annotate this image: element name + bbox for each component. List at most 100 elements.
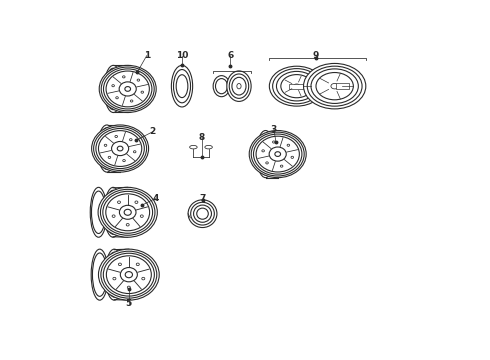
- Ellipse shape: [275, 152, 281, 157]
- Ellipse shape: [272, 141, 275, 143]
- Ellipse shape: [129, 139, 132, 141]
- Ellipse shape: [191, 202, 214, 225]
- Ellipse shape: [291, 156, 294, 158]
- Ellipse shape: [101, 251, 157, 298]
- Ellipse shape: [103, 69, 152, 109]
- Ellipse shape: [249, 131, 306, 177]
- Ellipse shape: [98, 249, 159, 300]
- Ellipse shape: [140, 215, 143, 217]
- Ellipse shape: [136, 263, 139, 266]
- FancyBboxPatch shape: [289, 84, 304, 89]
- Ellipse shape: [256, 131, 275, 177]
- Ellipse shape: [116, 97, 118, 99]
- Ellipse shape: [125, 87, 130, 91]
- Text: 8: 8: [198, 133, 205, 142]
- Ellipse shape: [112, 85, 114, 87]
- Text: 4: 4: [152, 194, 159, 203]
- Ellipse shape: [103, 253, 154, 296]
- Ellipse shape: [113, 277, 116, 280]
- Ellipse shape: [98, 125, 116, 172]
- Ellipse shape: [125, 271, 132, 278]
- Ellipse shape: [92, 191, 105, 234]
- Ellipse shape: [126, 224, 129, 226]
- Ellipse shape: [100, 189, 155, 235]
- Ellipse shape: [90, 187, 107, 237]
- Ellipse shape: [135, 201, 138, 203]
- Text: 7: 7: [199, 194, 206, 203]
- Ellipse shape: [303, 63, 366, 109]
- Ellipse shape: [311, 69, 358, 103]
- Ellipse shape: [119, 82, 136, 96]
- Ellipse shape: [269, 147, 286, 161]
- Ellipse shape: [92, 125, 148, 172]
- Ellipse shape: [106, 194, 149, 231]
- Ellipse shape: [216, 78, 227, 94]
- Ellipse shape: [237, 84, 241, 89]
- Ellipse shape: [122, 76, 125, 78]
- Ellipse shape: [316, 72, 353, 100]
- Ellipse shape: [99, 66, 156, 112]
- Ellipse shape: [118, 201, 121, 203]
- Ellipse shape: [104, 187, 122, 237]
- Text: 6: 6: [227, 51, 233, 60]
- Ellipse shape: [251, 132, 304, 176]
- Ellipse shape: [105, 190, 121, 234]
- Ellipse shape: [105, 68, 122, 110]
- Ellipse shape: [105, 249, 123, 300]
- Text: 3: 3: [271, 125, 277, 134]
- Ellipse shape: [197, 208, 208, 219]
- Ellipse shape: [106, 256, 151, 293]
- Ellipse shape: [205, 145, 212, 149]
- Ellipse shape: [141, 91, 144, 93]
- Ellipse shape: [256, 136, 299, 172]
- Ellipse shape: [120, 205, 136, 219]
- Ellipse shape: [232, 77, 246, 95]
- Text: 1: 1: [144, 51, 150, 60]
- Ellipse shape: [103, 191, 152, 233]
- Ellipse shape: [142, 277, 145, 280]
- Ellipse shape: [133, 151, 136, 153]
- Ellipse shape: [98, 131, 142, 166]
- Ellipse shape: [280, 165, 283, 167]
- Ellipse shape: [104, 144, 107, 147]
- Ellipse shape: [294, 84, 300, 88]
- Text: 5: 5: [126, 299, 132, 308]
- Ellipse shape: [270, 66, 324, 106]
- Ellipse shape: [307, 66, 362, 106]
- Ellipse shape: [104, 66, 122, 112]
- Ellipse shape: [331, 84, 339, 89]
- Ellipse shape: [98, 187, 157, 237]
- Ellipse shape: [287, 144, 290, 146]
- Text: 10: 10: [176, 51, 188, 60]
- Ellipse shape: [281, 75, 313, 98]
- Ellipse shape: [176, 75, 188, 98]
- Ellipse shape: [91, 249, 108, 300]
- Ellipse shape: [124, 209, 131, 215]
- Ellipse shape: [137, 79, 140, 81]
- Ellipse shape: [188, 200, 217, 228]
- Ellipse shape: [115, 135, 118, 138]
- Ellipse shape: [101, 67, 154, 111]
- Ellipse shape: [272, 69, 321, 104]
- Ellipse shape: [127, 286, 130, 289]
- Ellipse shape: [117, 146, 123, 151]
- Ellipse shape: [172, 66, 193, 107]
- Ellipse shape: [229, 74, 249, 98]
- Ellipse shape: [99, 128, 115, 169]
- Ellipse shape: [253, 134, 302, 174]
- Ellipse shape: [194, 205, 212, 222]
- Ellipse shape: [106, 71, 149, 107]
- Ellipse shape: [106, 252, 122, 297]
- Text: 9: 9: [313, 51, 319, 60]
- Ellipse shape: [93, 253, 107, 296]
- Ellipse shape: [266, 162, 269, 164]
- Ellipse shape: [121, 267, 137, 282]
- Ellipse shape: [122, 159, 125, 162]
- Ellipse shape: [227, 71, 251, 102]
- Ellipse shape: [130, 100, 133, 102]
- Ellipse shape: [276, 71, 317, 101]
- Ellipse shape: [119, 263, 122, 266]
- Ellipse shape: [262, 150, 265, 152]
- Ellipse shape: [94, 127, 147, 170]
- Text: 2: 2: [149, 127, 155, 136]
